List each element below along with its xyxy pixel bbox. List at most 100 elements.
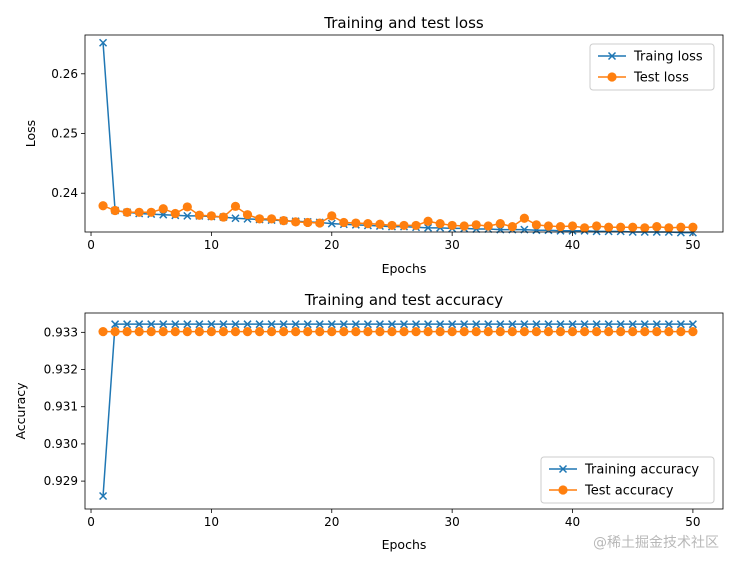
y-tick-label: 0.933 (44, 325, 78, 339)
x-tick-label: 20 (324, 515, 339, 529)
data-point-o (592, 326, 602, 337)
x-marker-stroke (267, 320, 276, 329)
data-point-o (206, 211, 216, 221)
data-point-o (194, 210, 204, 220)
y-tick-label: 0.929 (44, 474, 78, 488)
data-point-o (471, 326, 481, 337)
legend: Traing loss Test loss (589, 43, 715, 91)
data-point-x (183, 320, 192, 329)
data-point-o (567, 326, 578, 337)
x-marker-stroke (339, 320, 348, 329)
data-point-x (195, 320, 204, 329)
data-point-o (555, 222, 566, 232)
x-tick-label: 40 (565, 238, 580, 252)
x-marker-stroke (351, 320, 360, 329)
data-point-o (447, 220, 457, 231)
data-point-x (399, 320, 409, 329)
data-point-o (218, 326, 229, 337)
data-point-x (231, 214, 240, 223)
data-point-o (507, 326, 517, 337)
data-point-o (483, 326, 493, 337)
data-point-o (664, 326, 674, 337)
x-tick-label: 0 (87, 515, 95, 529)
x-marker-stroke (99, 38, 108, 47)
data-point-o (182, 202, 192, 212)
series-line-0 (102, 323, 693, 497)
data-point-x (448, 320, 457, 329)
data-point-x (207, 320, 216, 329)
x-marker-stroke (279, 320, 288, 329)
legend-label: Test loss (633, 71, 689, 86)
data-point-o (688, 222, 698, 232)
x-marker-stroke (363, 320, 372, 329)
data-point-o (567, 221, 578, 231)
x-marker-stroke (111, 320, 120, 329)
data-point-o (579, 223, 590, 233)
data-point-o (640, 223, 650, 233)
data-point-x (111, 320, 120, 329)
data-point-o (327, 326, 337, 337)
axes-frame (84, 34, 724, 233)
data-point-o (98, 326, 108, 337)
data-point-x (472, 320, 481, 329)
x-marker-stroke (556, 320, 565, 329)
data-point-o (519, 326, 529, 337)
data-point-o (363, 219, 373, 229)
data-point-x (664, 320, 673, 329)
data-point-o (170, 208, 180, 219)
data-point-o (351, 218, 361, 228)
data-point-o (628, 326, 638, 337)
data-point-o (146, 207, 156, 217)
data-point-o (375, 219, 385, 229)
legend-box (540, 456, 715, 504)
x-marker-stroke (664, 320, 673, 329)
data-point-o (483, 221, 493, 231)
data-point-o (230, 326, 241, 337)
legend: Training accuracy Test accuracy (540, 456, 715, 504)
data-point-o (194, 326, 204, 337)
x-tick-label: 50 (685, 515, 700, 529)
data-point-o (543, 221, 554, 231)
data-point-o (134, 326, 144, 337)
x-marker-stroke (375, 320, 384, 329)
data-point-o (279, 216, 289, 226)
data-point-o (242, 326, 253, 337)
x-marker-stroke (580, 320, 589, 329)
loss-chart: Training and test loss 0 10 20 30 40 50 0.24 0.2… (23, 14, 724, 276)
data-point-x (303, 320, 312, 329)
y-tick-label: 0.932 (44, 363, 78, 377)
x-marker-stroke (436, 320, 445, 329)
x-marker-stroke (255, 320, 264, 329)
data-point-x (243, 320, 252, 329)
data-point-o (459, 221, 469, 231)
data-point-x (171, 320, 180, 329)
x-marker-stroke (532, 320, 541, 329)
data-point-x (363, 320, 372, 329)
data-point-o (363, 326, 373, 337)
x-marker-stroke (315, 320, 324, 329)
x-marker-stroke (448, 320, 457, 329)
x-tick-label: 10 (204, 515, 219, 529)
x-marker-stroke (508, 320, 517, 329)
data-point-x (315, 320, 324, 329)
data-point-o (640, 326, 650, 337)
data-point-o (303, 326, 313, 337)
x-tick-label: 30 (445, 515, 460, 529)
x-marker-stroke (592, 320, 601, 329)
data-point-x (159, 320, 168, 329)
data-point-x (532, 320, 541, 329)
data-point-o (435, 326, 445, 337)
x-marker-stroke (616, 320, 625, 329)
x-marker-stroke (231, 214, 240, 223)
data-point-o (688, 326, 698, 337)
data-point-x (387, 320, 396, 329)
x-marker-stroke (171, 320, 180, 329)
data-point-o (459, 326, 469, 337)
data-point-x (183, 211, 192, 220)
data-point-o (423, 326, 433, 337)
data-point-x (652, 320, 661, 329)
legend-marker-o (607, 72, 617, 82)
x-marker-stroke (604, 320, 613, 329)
x-marker-stroke (399, 320, 409, 329)
